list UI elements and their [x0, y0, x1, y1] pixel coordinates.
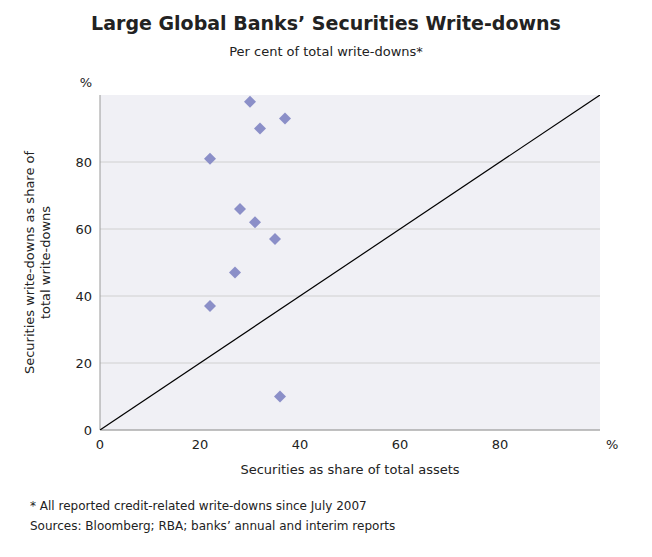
- point: [234, 203, 246, 215]
- y-axis-label-line: Securities write-downs as share of: [22, 151, 37, 375]
- plot-background: [100, 95, 600, 430]
- x-tick-label: 0: [96, 437, 104, 452]
- y-tick-label: 20: [75, 356, 92, 371]
- y-tick-label: 60: [75, 222, 92, 237]
- x-tick-label: 80: [492, 437, 509, 452]
- plot-area: [100, 95, 600, 430]
- x-axis-line: [100, 430, 600, 431]
- y-axis-line: [100, 95, 101, 430]
- grid-line: [100, 296, 600, 297]
- point: [204, 153, 216, 165]
- grid-line: [100, 162, 600, 163]
- x-tick-label: 20: [192, 437, 209, 452]
- y-axis-label: Securities write-downs as share oftotal …: [22, 151, 53, 375]
- subtitle: Per cent of total write-downs*: [229, 44, 423, 59]
- point: [204, 300, 216, 312]
- y-tick-label: 0: [84, 423, 92, 438]
- footnote: * All reported credit-related write-down…: [30, 499, 367, 513]
- point: [244, 96, 256, 108]
- y-unit-label: %: [80, 75, 92, 90]
- grid-line: [100, 430, 600, 431]
- x-axis-label: Securities as share of total assets: [240, 462, 459, 477]
- reference-line: [100, 95, 600, 430]
- footnote: Sources: Bloomberg; RBA; banks’ annual a…: [30, 519, 395, 533]
- chart: Large Global Banks’ Securities Write-dow…: [0, 0, 652, 557]
- y-tick-label: 40: [75, 289, 92, 304]
- title: Large Global Banks’ Securities Write-dow…: [91, 12, 561, 34]
- point: [229, 267, 241, 279]
- y-axis-label-line: total write-downs: [38, 206, 53, 319]
- y-tick-label: 80: [75, 155, 92, 170]
- point: [274, 391, 286, 403]
- x-unit-label: %: [606, 437, 618, 452]
- grid-line: [100, 363, 600, 364]
- point: [254, 123, 266, 135]
- point: [269, 233, 281, 245]
- point: [249, 216, 261, 228]
- point: [279, 112, 291, 124]
- grid-line: [100, 229, 600, 230]
- x-tick-label: 40: [292, 437, 309, 452]
- x-tick-label: 60: [392, 437, 409, 452]
